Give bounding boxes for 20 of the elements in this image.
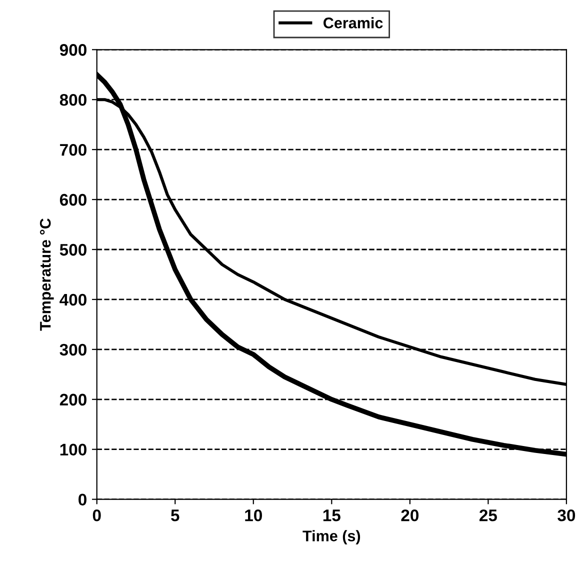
x-tick-label: 20 bbox=[401, 509, 419, 522]
y-tick-label: 200 bbox=[60, 394, 86, 406]
x-axis-title: Time (s) bbox=[302, 530, 360, 544]
x-tick-label: 0 bbox=[92, 509, 101, 522]
y-tick-label: 0 bbox=[78, 494, 86, 506]
y-tick-label: 600 bbox=[60, 194, 86, 206]
y-tick-label: 100 bbox=[60, 444, 86, 456]
legend-label: Ceramic bbox=[324, 17, 383, 28]
y-tick-label: 700 bbox=[60, 144, 86, 156]
y-tick-label: 900 bbox=[60, 44, 86, 56]
y-axis-title: Temperature °C bbox=[40, 218, 54, 331]
x-tick-label: 25 bbox=[480, 509, 497, 522]
x-tick-label: 15 bbox=[323, 510, 340, 522]
x-tick-label: 10 bbox=[245, 509, 262, 522]
y-tick-label: 800 bbox=[60, 94, 86, 106]
y-tick-label: 400 bbox=[60, 294, 86, 306]
y-tick-label: 500 bbox=[60, 244, 86, 256]
x-tick-label: 5 bbox=[171, 510, 180, 522]
y-tick-label: 300 bbox=[60, 344, 86, 356]
x-tick-label: 30 bbox=[558, 509, 576, 522]
